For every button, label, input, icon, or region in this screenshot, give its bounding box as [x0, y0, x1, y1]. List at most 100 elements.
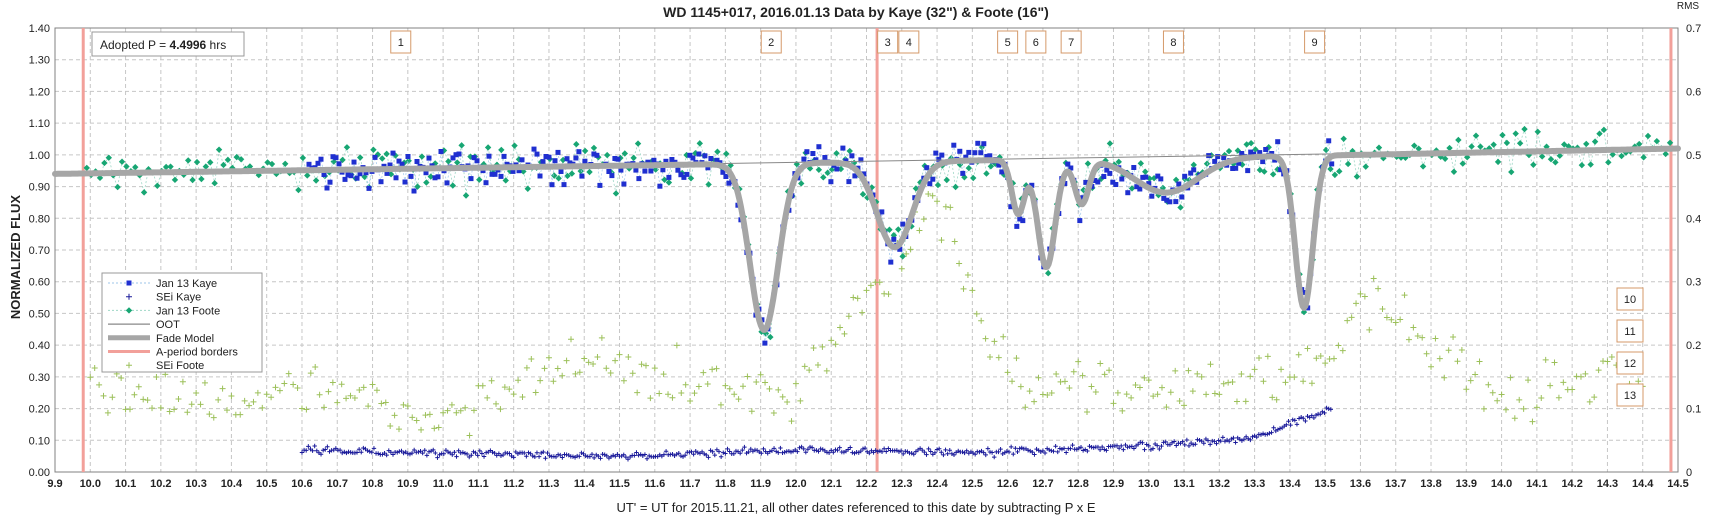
fade-model-path: [52, 145, 1681, 333]
kaye-data-point: [927, 181, 933, 187]
sei-kaye-point: [945, 451, 950, 456]
sei-foote-point: [731, 391, 738, 398]
sei-foote-point: [188, 401, 195, 408]
foote-data-point: [665, 179, 673, 186]
foote-data-point: [824, 169, 831, 176]
sei-foote-point: [594, 354, 601, 361]
sei-kaye-point: [1085, 448, 1090, 454]
sei-kaye-point: [538, 450, 544, 456]
kaye-data-point: [1014, 223, 1020, 229]
x-tick-label: 13.8: [1420, 478, 1441, 490]
kaye-data-point: [702, 153, 708, 159]
sei-kaye-point: [528, 451, 533, 456]
sei-foote-point: [1463, 386, 1470, 393]
sei-foote-point: [140, 396, 147, 403]
foote-data-point: [282, 160, 289, 167]
sei-kaye-point: [884, 449, 889, 454]
sei-kaye-point: [426, 449, 432, 454]
sei-kaye-point: [610, 453, 616, 458]
foote-data-point: [1556, 152, 1564, 159]
sei-foote-point: [1088, 383, 1095, 390]
x-tick-label: 14.5: [1667, 478, 1688, 490]
foote-data-point: [626, 165, 633, 172]
foote-data-point: [634, 140, 642, 147]
sei-kaye-point: [896, 449, 902, 454]
kaye-data-point: [501, 153, 507, 159]
sei-foote-point: [351, 394, 358, 401]
sei-kaye-point: [460, 450, 466, 455]
sei-kaye-point: [1114, 443, 1120, 448]
kaye-data-point: [534, 151, 540, 157]
sei-kaye-point: [786, 448, 792, 454]
x-tick-label: 10.3: [185, 478, 206, 490]
kaye-data-point: [1221, 155, 1227, 161]
sei-foote-point: [1436, 355, 1443, 362]
foote-data-point: [714, 148, 721, 155]
x-tick-label: 12.3: [891, 478, 912, 490]
foote-data-point: [555, 175, 562, 182]
sei-kaye-point: [452, 450, 457, 455]
sei-foote-point: [479, 382, 486, 389]
kaye-data-point: [567, 160, 573, 166]
y-tick-label: 0.50: [29, 308, 50, 320]
sei-foote-point: [1229, 379, 1236, 386]
sei-foote-point: [321, 404, 328, 411]
foote-data-point: [1146, 175, 1153, 182]
kaye-data-point: [1263, 147, 1269, 152]
sei-kaye-point: [411, 447, 417, 453]
sei-foote-point: [1454, 358, 1461, 365]
foote-data-point: [965, 164, 973, 172]
sei-kaye-point: [1142, 447, 1147, 452]
sei-foote-point: [1189, 388, 1196, 395]
sei-foote-point: [515, 377, 522, 384]
x-tick-label: 12.8: [1067, 478, 1088, 490]
sei-foote-point: [1009, 378, 1016, 385]
kaye-data-point: [1068, 165, 1074, 171]
sei-kaye-point: [1131, 446, 1137, 451]
kaye-data-point: [999, 169, 1005, 175]
kaye-data-point: [561, 182, 567, 188]
sei-kaye-point: [1218, 438, 1223, 444]
kaye-data-point: [342, 176, 348, 182]
sei-foote-point: [1507, 374, 1514, 381]
kaye-data-point: [510, 168, 516, 174]
a-period-borders: [81, 28, 1673, 472]
foote-data-point: [798, 180, 805, 187]
x-tick-label: 13.1: [1173, 478, 1194, 490]
sei-foote-point: [1031, 398, 1038, 405]
foote-data-point: [828, 166, 836, 173]
sei-kaye-point: [898, 448, 904, 454]
sei-kaye-point: [663, 449, 669, 454]
sei-foote-point: [792, 380, 799, 387]
sei-kaye-point: [742, 444, 747, 450]
sei-foote-point: [404, 403, 411, 410]
foote-data-point: [1605, 159, 1612, 166]
sei-foote-point: [1414, 333, 1421, 340]
sei-kaye-point: [989, 450, 995, 455]
kaye-data-point: [1137, 186, 1143, 192]
sei-foote-point: [678, 390, 685, 397]
x-tick-label: 10.9: [397, 478, 418, 490]
sei-foote-point: [303, 406, 310, 413]
sei-kaye-point: [534, 450, 540, 455]
x-tick-label: 12.4: [926, 478, 948, 490]
sei-foote-point: [1185, 367, 1192, 374]
foote-data-point: [1591, 138, 1599, 145]
sei-kaye-point: [710, 449, 715, 454]
sei-kaye-point: [589, 452, 595, 457]
foote-data-point: [418, 153, 426, 160]
sei-kaye-point: [424, 453, 430, 458]
sei-foote-point: [1053, 371, 1060, 378]
kaye-data-point: [1275, 139, 1281, 145]
foote-data-point: [1322, 146, 1330, 154]
sei-kaye-point: [456, 448, 461, 453]
sei-foote-point: [541, 365, 548, 372]
sei-kaye-point: [1121, 447, 1126, 452]
kaye-data-point: [408, 173, 414, 179]
x-tick-label: 12.1: [821, 478, 842, 490]
kaye-data-point: [378, 179, 384, 185]
sei-foote-point: [859, 309, 866, 316]
foote-data-point: [1128, 185, 1136, 192]
x-tick-label: 11.3: [539, 478, 560, 490]
